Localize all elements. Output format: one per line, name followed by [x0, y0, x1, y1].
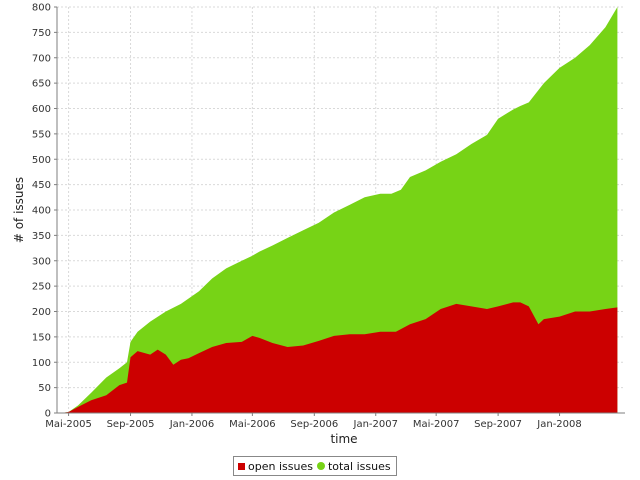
y-tick-label: 450	[32, 180, 51, 191]
x-tick-label: Sep-2007	[474, 419, 522, 430]
legend-item-total-issues: total issues	[316, 459, 391, 473]
y-tick-label: 750	[32, 28, 51, 39]
x-tick-label: Mai-2005	[45, 419, 92, 430]
y-tick-label: 300	[32, 256, 51, 267]
y-tick-label: 500	[32, 155, 51, 166]
y-tick-label: 350	[32, 231, 51, 242]
open-issues-swatch	[238, 462, 245, 470]
total-issues-swatch	[316, 462, 325, 470]
x-tick-label: Jan-2006	[169, 419, 214, 430]
x-axis-ticks: Mai-2005 Sep-2005 Jan-2006 Mai-2006 Sep-2006…	[45, 413, 582, 430]
legend-item-open-issues: open issues	[238, 460, 313, 473]
y-tick-label: 800	[32, 3, 51, 14]
legend: open issues total issues	[233, 456, 397, 476]
legend-label-total-issues: total issues	[327, 459, 391, 473]
x-tick-label: Jan-2007	[353, 419, 398, 430]
x-tick-label: Sep-2006	[290, 419, 338, 430]
series-area-open-issues	[60, 302, 618, 413]
y-tick-label: 0	[45, 409, 51, 420]
y-axis-label: # of issues	[12, 177, 26, 243]
x-tick-label: Sep-2005	[107, 419, 155, 430]
x-tick-label: Mai-2007	[413, 419, 460, 430]
x-axis-label: time	[330, 432, 357, 446]
y-tick-label: 550	[32, 129, 51, 140]
x-tick-label: Jan-2008	[536, 419, 581, 430]
y-tick-label: 600	[32, 104, 51, 115]
y-tick-label: 250	[32, 282, 51, 293]
y-tick-label: 400	[32, 206, 51, 217]
legend-label-open-issues: open issues	[248, 459, 313, 473]
y-tick-label: 50	[38, 383, 51, 394]
y-axis-ticks: 0 50 100 150 200 250 300 350 400 450 500 550 600 650 7…	[32, 3, 57, 420]
y-tick-label: 700	[32, 53, 51, 64]
y-tick-label: 200	[32, 307, 51, 318]
y-tick-label: 100	[32, 358, 51, 369]
x-tick-label: Mai-2006	[229, 419, 276, 430]
y-tick-label: 150	[32, 332, 51, 343]
y-tick-label: 650	[32, 79, 51, 90]
